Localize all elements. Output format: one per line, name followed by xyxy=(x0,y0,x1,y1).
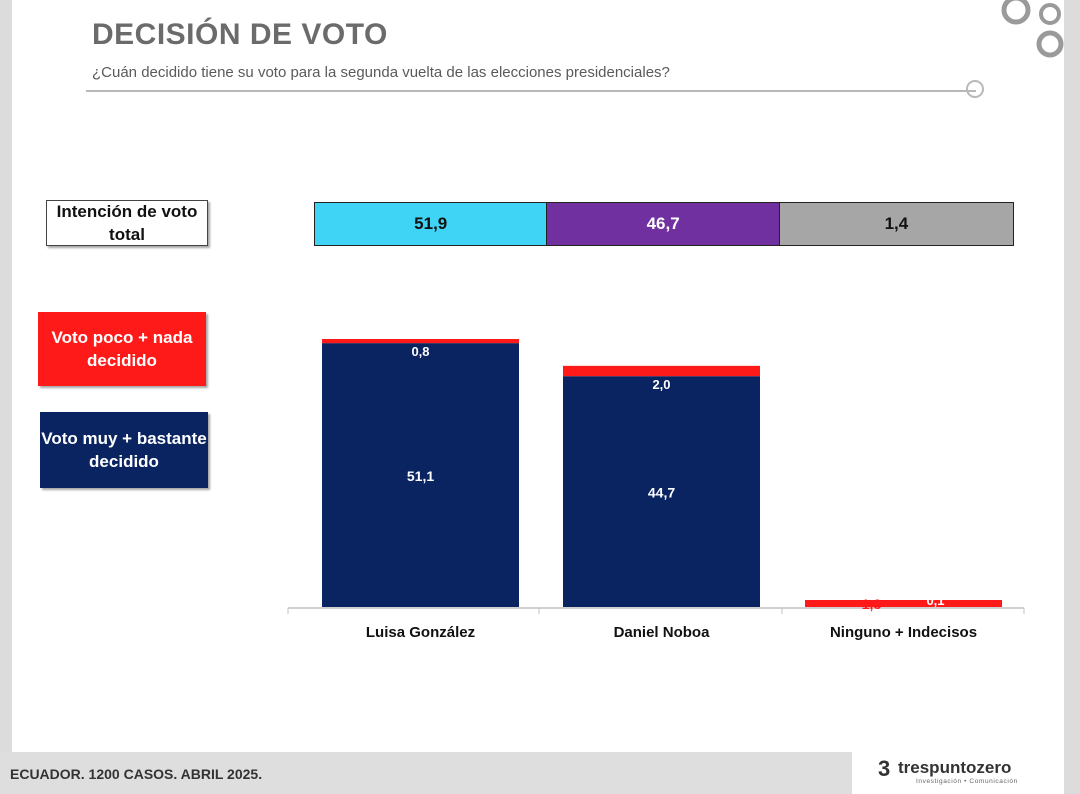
page-subtitle: ¿Cuán decidido tiene su voto para la seg… xyxy=(92,64,670,81)
legend-total-voting-intention: Intención de voto total xyxy=(46,200,208,246)
title-divider xyxy=(86,90,976,92)
page-title: DECISIÓN DE VOTO xyxy=(92,18,388,51)
total-segment-ninguno: 1,4 xyxy=(779,203,1013,245)
bar-undecided-gonzalez xyxy=(322,339,519,344)
divider-end-icon xyxy=(966,80,984,98)
category-label-noboa: Daniel Noboa xyxy=(614,624,711,641)
label-undecided-noboa: 2,0 xyxy=(652,377,670,392)
bar-decided-gonzalez xyxy=(322,343,519,607)
brand-mark-icon: 3 xyxy=(878,756,891,781)
label-undecided-ninguno: 0,1 xyxy=(926,593,944,608)
category-label-ninguno: Ninguno + Indecisos xyxy=(830,624,977,641)
category-label-gonzalez: Luisa González xyxy=(366,624,475,641)
legend-high-decision: Voto muy + bastante decidido xyxy=(40,412,208,488)
footer-source: ECUADOR. 1200 CASOS. ABRIL 2025. xyxy=(10,766,263,782)
brand-name: trespuntozero xyxy=(898,758,1012,777)
brand-tagline: Investigación • Comunicación xyxy=(916,778,1018,785)
label-decided-noboa: 44,7 xyxy=(648,485,675,501)
corner-logo-icon xyxy=(1001,0,1064,58)
brand-logo: 3 trespuntozero Investigación • Comunica… xyxy=(878,756,1028,790)
bar-decided-noboa xyxy=(563,376,760,607)
total-intention-bar: 51,9 46,7 1,4 xyxy=(314,202,1014,246)
label-decided-gonzalez: 51,1 xyxy=(407,468,434,484)
label-decided-ninguno: 1,3 xyxy=(862,596,882,612)
total-segment-gonzalez: 51,9 xyxy=(315,203,548,245)
bar-undecided-noboa xyxy=(563,365,760,377)
total-segment-noboa: 46,7 xyxy=(547,203,780,245)
legend-low-decision: Voto poco + nada decidido xyxy=(38,312,206,386)
stacked-bar-chart: 51,1 44,7 1,3 0,8 2,0 0,1 Luisa González… xyxy=(287,339,1025,641)
label-undecided-gonzalez: 0,8 xyxy=(411,344,429,359)
slide: DECISIÓN DE VOTO ¿Cuán decidido tiene su… xyxy=(12,0,1064,794)
footer-band xyxy=(0,752,852,794)
bar-undecided-ninguno xyxy=(805,600,1002,607)
